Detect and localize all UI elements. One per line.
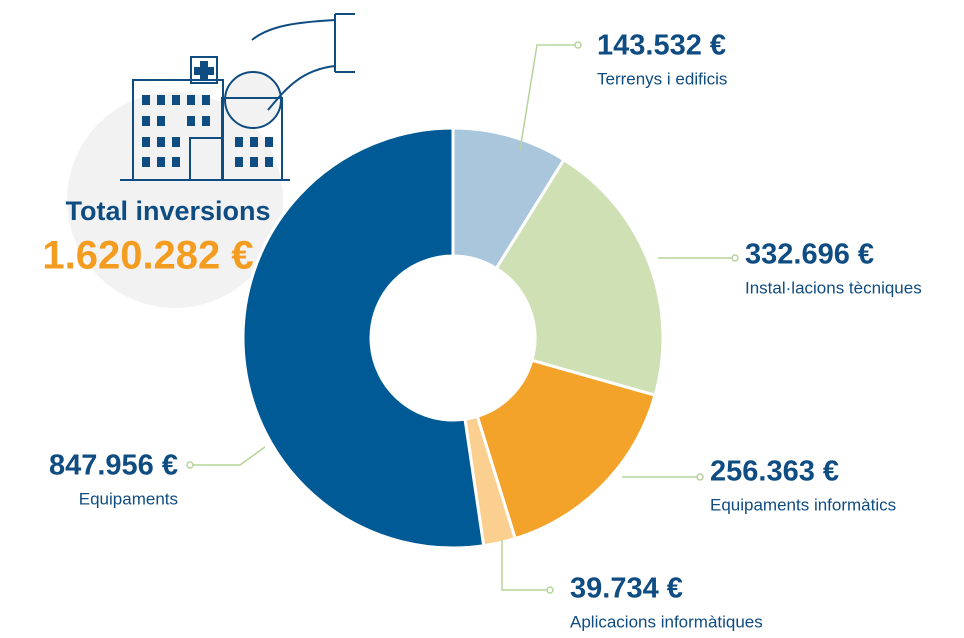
total-label: Total inversions [65, 196, 270, 226]
category-label: Terrenys i edificis [597, 69, 727, 88]
leader-dot [186, 461, 194, 469]
leader-line [190, 446, 266, 466]
leader-line [519, 44, 578, 151]
value-label: 256.363 € [710, 456, 839, 488]
category-label: Equipaments informàtics [710, 495, 896, 514]
category-label: Aplicacions informàtiques [570, 612, 763, 631]
value-label: 847.956 € [49, 450, 178, 482]
leader-dot [546, 586, 554, 594]
leader-dot [574, 41, 582, 49]
leader-line [501, 540, 550, 591]
category-label: Instal·lacions tècniques [745, 278, 922, 297]
slice [241, 126, 486, 550]
value-label: 332.696 € [745, 239, 874, 271]
donut [241, 126, 665, 550]
slice [475, 358, 657, 541]
slice [494, 157, 665, 398]
total-value: 1.620.282 € [42, 234, 253, 278]
total-icon [67, 13, 355, 308]
value-label: 39.734 € [570, 573, 683, 605]
leader-dot [731, 254, 739, 262]
value-label: 143.532 € [597, 30, 726, 62]
leader-dot [696, 473, 704, 481]
category-label: Equipaments [79, 489, 178, 508]
